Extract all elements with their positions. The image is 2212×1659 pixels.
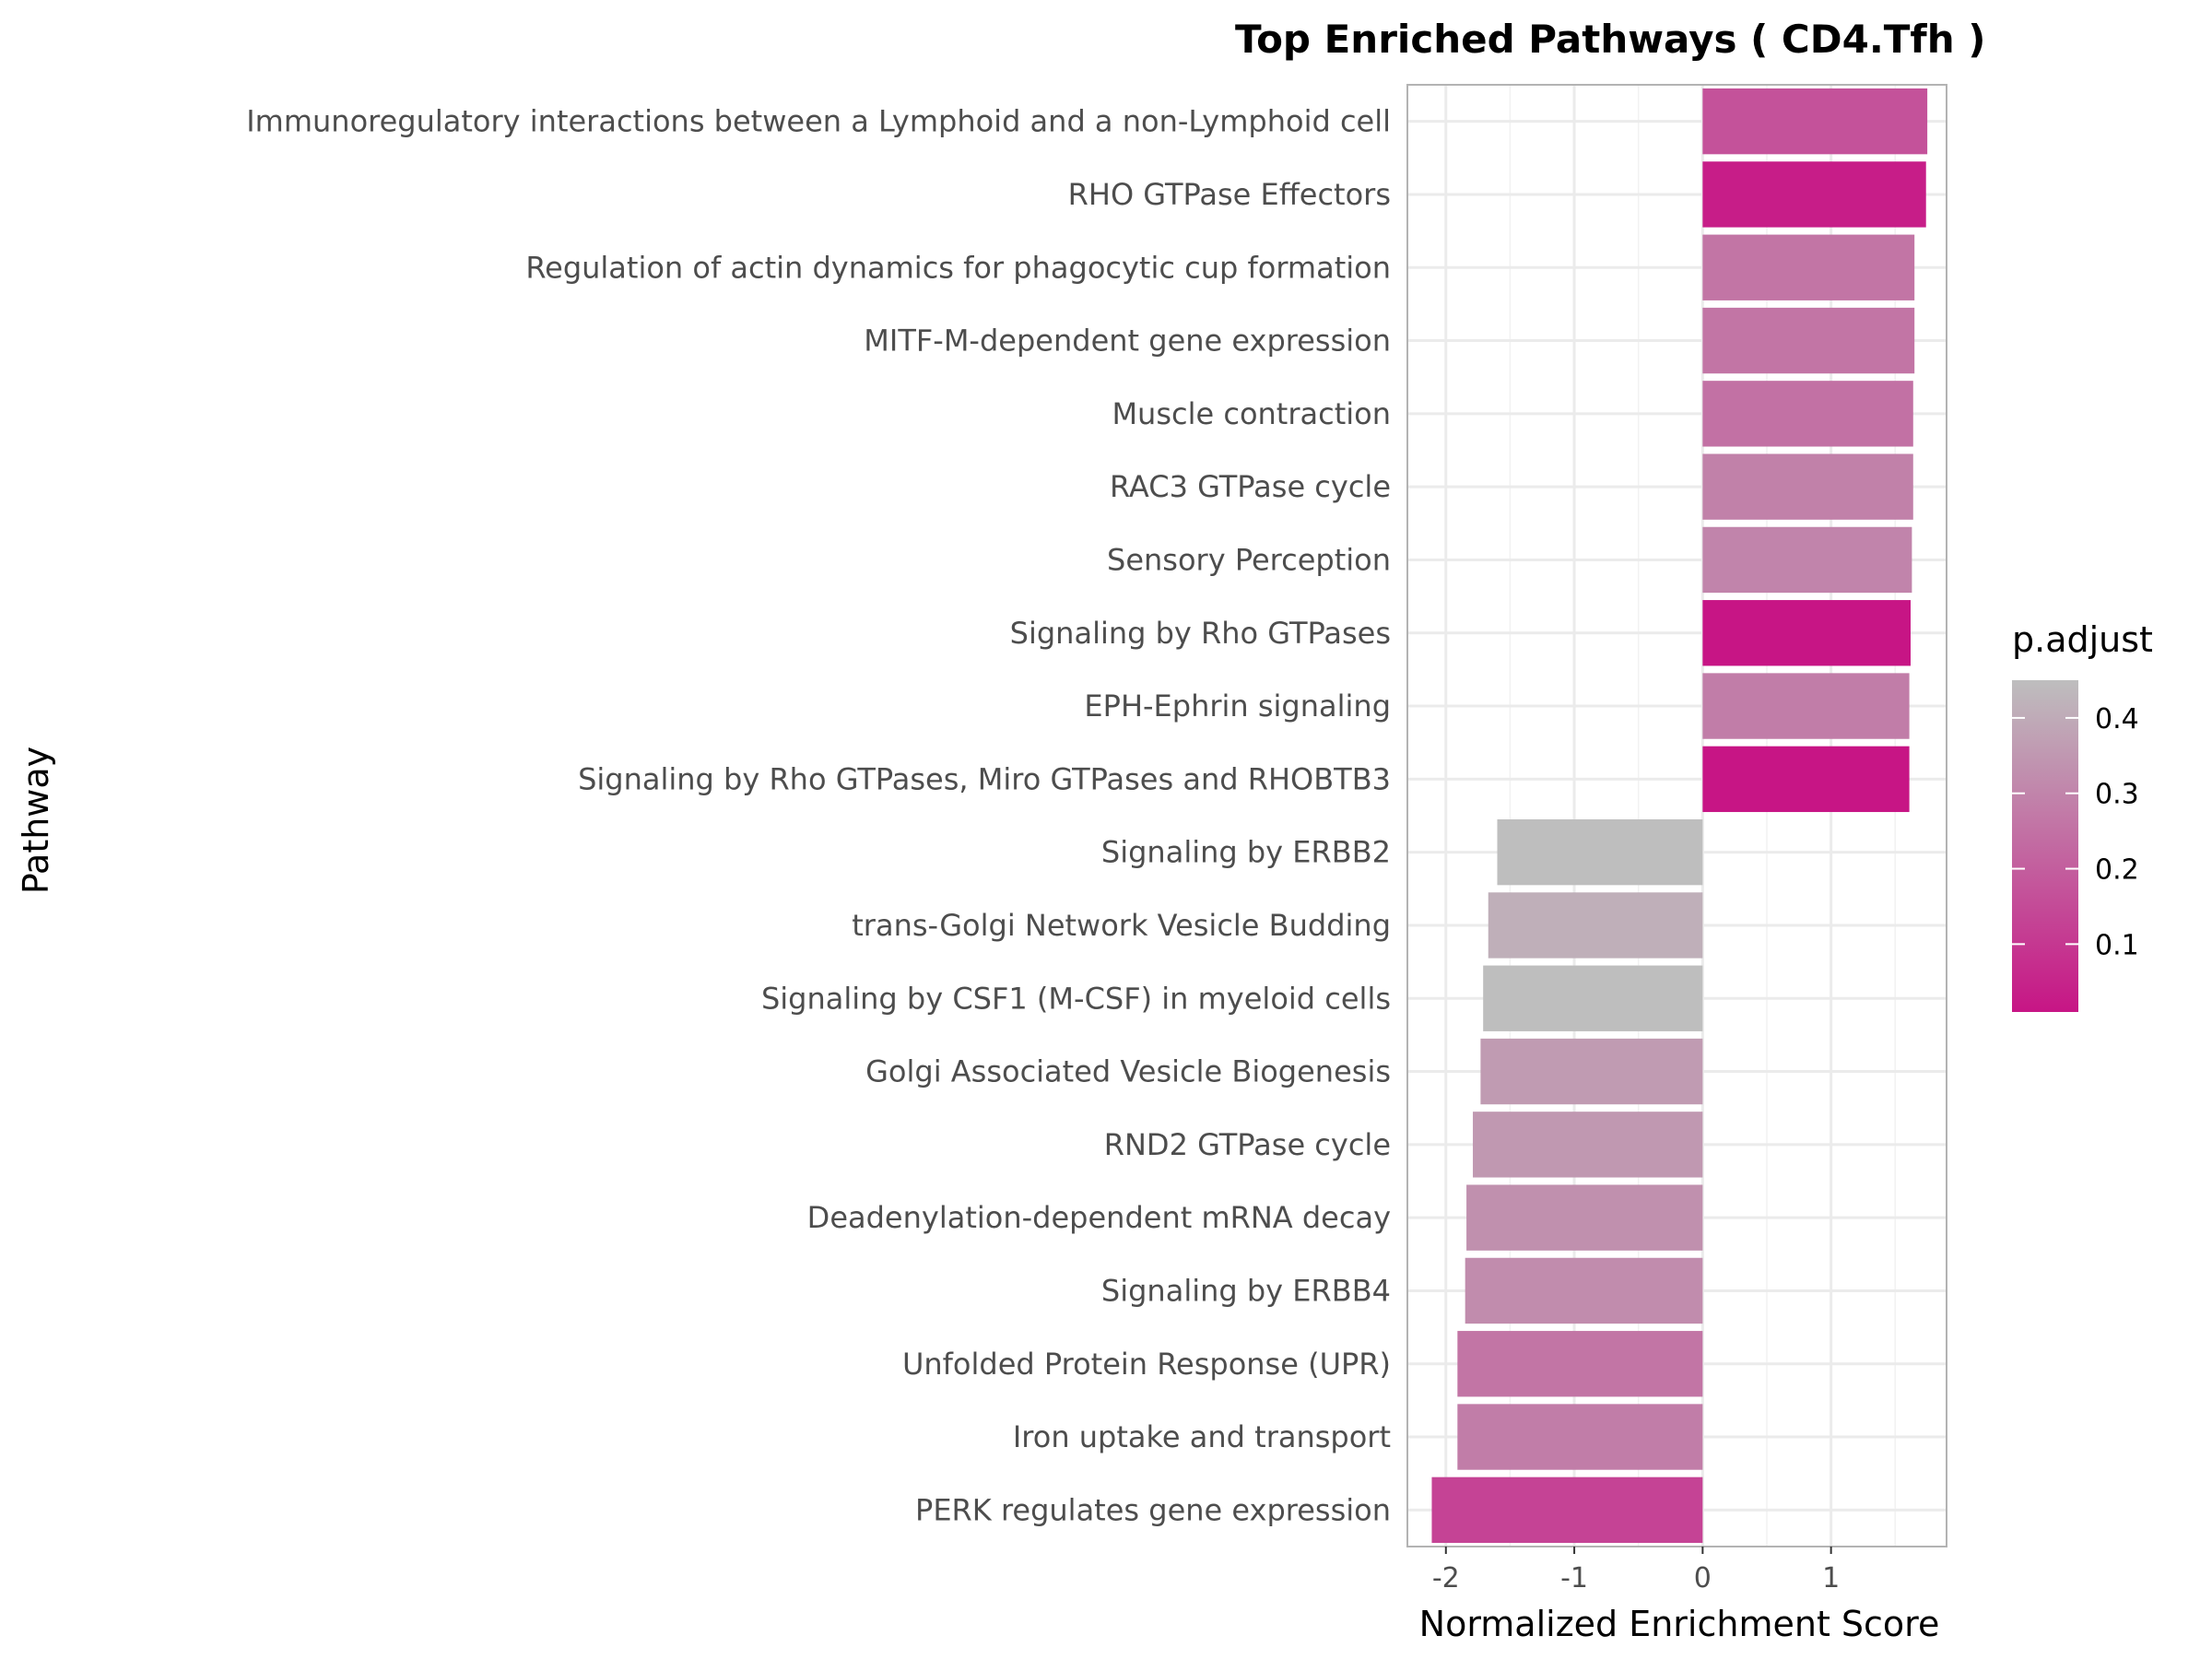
colorbar-tick-label: 0.2 [2095,854,2139,887]
category-label: Immunoregulatory interactions between a … [246,104,1391,139]
category-label: Signaling by Rho GTPases [1010,616,1391,651]
colorbar-tick-label: 0.3 [2095,779,2139,811]
bar [1702,234,1915,300]
x-tick-label: 1 [1822,1562,1840,1594]
bar [1702,161,1926,228]
category-label: Signaling by CSF1 (M-CSF) in myeloid cel… [761,981,1391,1016]
bar [1488,892,1703,959]
bar [1497,818,1703,886]
color-legend: p.adjust 0.1 0.2 0.3 0.4 [2012,619,2153,1012]
y-axis-label: Pathway [16,747,56,894]
category-label: Sensory Perception [1107,542,1391,577]
category-label: trans-Golgi Network Vesicle Budding [852,908,1391,943]
legend-title: p.adjust [2012,619,2153,660]
bar [1431,1477,1703,1544]
bar [1702,746,1910,813]
category-label: RHO GTPase Effectors [1068,177,1391,212]
bar [1702,307,1915,374]
bar [1702,453,1913,520]
grid-lines [1407,85,1947,1547]
category-label: Regulation of actin dynamics for phagocy… [525,250,1391,285]
colorbar-tick-label: 0.4 [2095,703,2139,735]
bar [1702,88,1928,155]
bar [1457,1404,1703,1470]
bar [1702,600,1911,666]
x-tick-label: -2 [1432,1562,1460,1594]
bar [1702,526,1912,594]
category-label: PERK regulates gene expression [915,1492,1391,1527]
category-label: MITF-M-dependent gene expression [864,324,1391,359]
category-label: Muscle contraction [1112,396,1391,431]
category-label: EPH-Ephrin signaling [1084,688,1391,724]
x-axis-label: Normalized Enrichment Score [1419,1604,1940,1644]
bars [1431,88,1928,1544]
bar [1702,381,1913,447]
bar [1702,673,1910,739]
category-label: Signaling by ERBB2 [1101,835,1391,870]
bar [1480,1038,1703,1105]
x-axis-ticks: -2 -1 0 1 [1432,1547,1840,1594]
x-tick-label: -1 [1560,1562,1588,1594]
bar [1466,1184,1703,1251]
colorbar-tick-label: 0.1 [2095,929,2139,961]
chart-title: Top Enriched Pathways ( CD4.Tfh ) [1235,17,1985,62]
bar [1473,1112,1703,1178]
category-label: RAC3 GTPase cycle [1110,469,1391,504]
bar [1483,965,1703,1031]
panel-border [1406,84,1947,1547]
category-label: Golgi Associated Vesicle Biogenesis [865,1054,1391,1089]
bar [1465,1257,1703,1324]
category-label: Unfolded Protein Response (UPR) [902,1347,1391,1382]
colorbar-ticks: 0.1 0.2 0.3 0.4 [2012,703,2139,961]
category-label: Deadenylation-dependent mRNA decay [807,1200,1391,1235]
x-tick-label: 0 [1694,1562,1712,1594]
category-labels: Immunoregulatory interactions between a … [246,104,1391,1528]
category-label: Signaling by Rho GTPases, Miro GTPases a… [578,761,1391,796]
category-label: RND2 GTPase cycle [1104,1127,1391,1162]
bar [1457,1331,1703,1397]
category-label: Signaling by ERBB4 [1101,1273,1391,1308]
colorbar [2012,680,2078,1012]
category-label: Iron uptake and transport [1013,1419,1391,1454]
